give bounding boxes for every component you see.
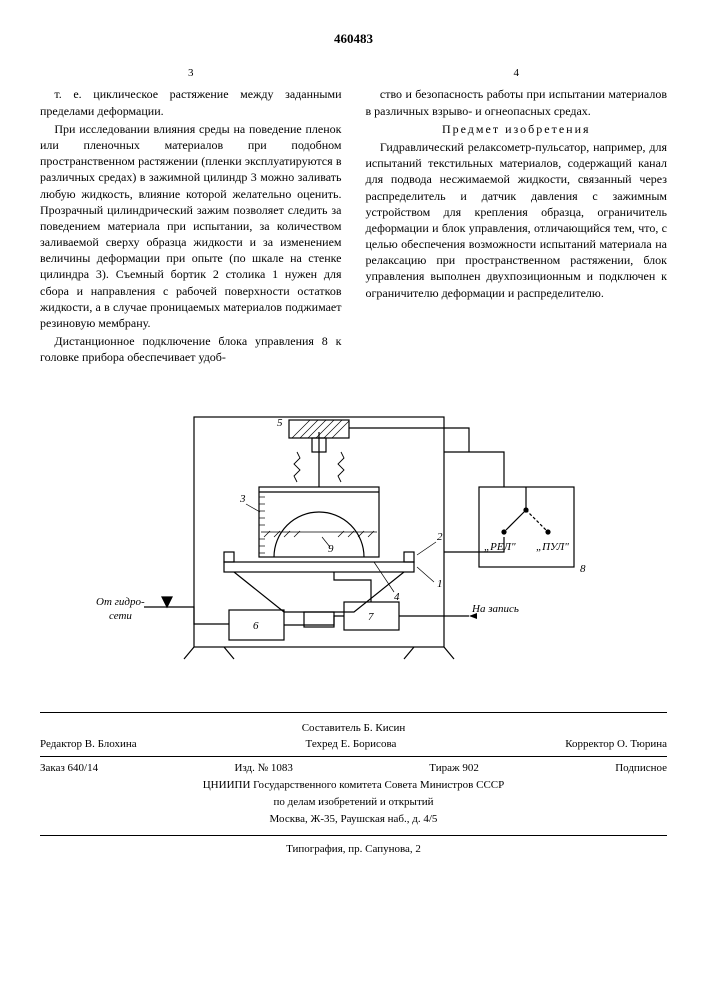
fig-num: 4 [394, 591, 400, 603]
footer-block: Составитель Б. Кисин Редактор В. Блохина… [40, 712, 667, 836]
fig-num: 8 [580, 563, 586, 575]
order: Заказ 640/14 [40, 761, 98, 776]
corrector: Корректор О. Тюрина [565, 737, 667, 752]
izd: Изд. № 1083 [234, 761, 292, 776]
fig-label: На запись [471, 603, 519, 615]
fig-num: 5 [277, 417, 283, 429]
col-number-right: 4 [366, 66, 668, 81]
fig-num: 7 [368, 611, 374, 623]
fig-label: сети [109, 610, 132, 622]
fig-num: 1 [437, 578, 443, 590]
typography-line: Типография, пр. Сапунова, 2 [40, 842, 667, 857]
para: ство и безопасность работы при испытании… [366, 86, 668, 118]
podpis: Подписное [615, 761, 667, 776]
left-column: 3 т. е. циклическое растяжение между зад… [40, 66, 342, 368]
fig-num: 9 [328, 543, 334, 555]
compiler: Составитель Б. Кисин [40, 721, 667, 736]
patent-number: 460483 [40, 30, 667, 48]
fig-num: 3 [239, 493, 246, 505]
fig-label: „РЕЛ" [484, 541, 516, 553]
col-number-left: 3 [40, 66, 342, 81]
para: Гидравлический релаксометр-пульсатор, на… [366, 139, 668, 301]
fig-num: 6 [253, 620, 259, 632]
techred: Техред Е. Борисова [306, 737, 397, 752]
tirazh: Тираж 902 [429, 761, 479, 776]
addr: Москва, Ж-35, Раушская наб., д. 4/5 [40, 812, 667, 827]
org1: ЦНИИПИ Государственного комитета Совета … [40, 778, 667, 793]
editor: Редактор В. Блохина [40, 737, 137, 752]
org2: по делам изобретений и открытий [40, 795, 667, 810]
para: т. е. циклическое растяжение между задан… [40, 86, 342, 118]
right-column: 4 ство и безопасность работы при испытан… [366, 66, 668, 368]
text-columns: 3 т. е. циклическое растяжение между зад… [40, 66, 667, 368]
para: Дистанционное подключение блока управлен… [40, 333, 342, 365]
fig-label: От гидро- [96, 596, 145, 608]
fig-num: 2 [437, 531, 443, 543]
para: При исследовании влияния среды на поведе… [40, 121, 342, 331]
fig-label: „ПУЛ" [536, 541, 569, 553]
subject-heading: Предмет изобретения [366, 121, 668, 137]
figure: От гидро- сети На запись „РЕЛ" „ПУЛ" 1 2… [40, 392, 667, 682]
